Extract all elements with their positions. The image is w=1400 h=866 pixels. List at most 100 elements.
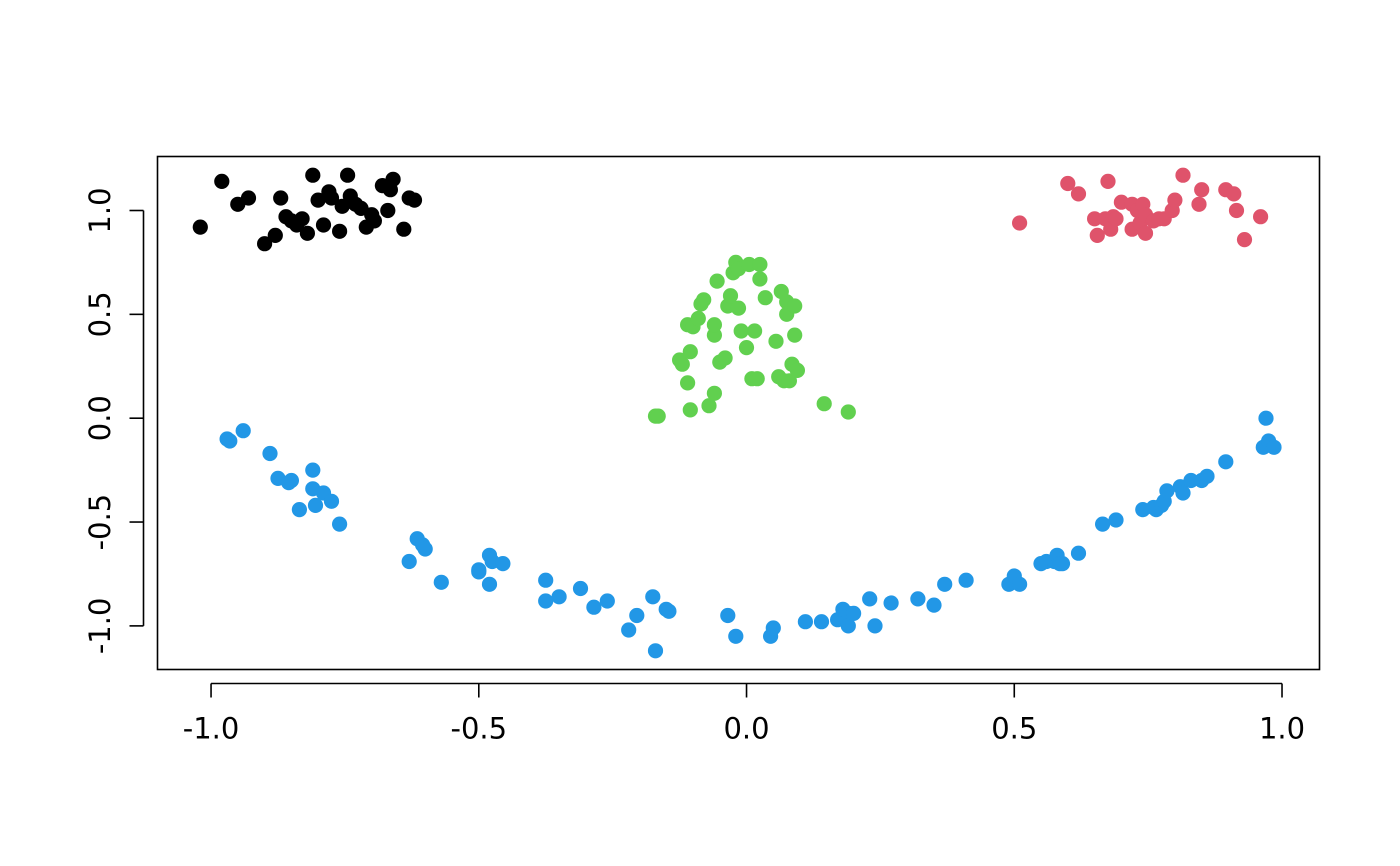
data-point <box>323 190 340 206</box>
data-point <box>1199 468 1215 484</box>
data-point <box>380 202 396 219</box>
x-tick-label: 0.5 <box>991 712 1037 746</box>
data-point <box>1194 182 1210 198</box>
data-point <box>1175 485 1191 501</box>
data-point <box>417 541 433 557</box>
data-point <box>396 221 412 237</box>
y-tick-label: 0.5 <box>83 291 117 337</box>
data-point <box>267 227 283 243</box>
data-point <box>733 323 749 339</box>
y-tick-label: 0.0 <box>83 395 117 441</box>
data-point <box>789 362 806 378</box>
data-point <box>706 327 723 343</box>
data-point <box>696 292 712 308</box>
data-point <box>481 576 498 592</box>
data-point <box>315 217 332 233</box>
data-point <box>682 402 698 418</box>
data-point <box>299 225 315 241</box>
data-point <box>340 167 356 183</box>
data-point <box>926 597 942 613</box>
data-point <box>1167 192 1183 208</box>
data-point <box>433 574 449 590</box>
data-point <box>741 256 757 273</box>
data-point <box>765 620 781 636</box>
data-point <box>1137 225 1154 241</box>
x-tick-label: 0.0 <box>723 712 769 746</box>
data-point <box>647 643 664 659</box>
x-axis: -1.0 -0.5 0.0 0.5 1.0 <box>183 682 1305 746</box>
data-point <box>240 190 257 206</box>
data-point <box>706 385 723 401</box>
data-point <box>1175 167 1191 183</box>
x-tick-label: -0.5 <box>450 712 507 746</box>
data-point <box>738 340 755 356</box>
data-point <box>682 344 698 360</box>
data-point <box>1087 211 1103 227</box>
data-point <box>787 327 803 343</box>
data-point <box>840 618 856 634</box>
data-point <box>1054 556 1071 572</box>
data-point <box>752 271 768 287</box>
data-point <box>1236 232 1253 248</box>
data-point <box>846 605 862 622</box>
data-point <box>406 192 423 208</box>
data-point <box>495 556 511 572</box>
data-point <box>867 618 883 634</box>
data-point <box>816 396 832 412</box>
data-point <box>471 564 487 580</box>
data-point <box>717 350 733 366</box>
data-point <box>401 553 417 570</box>
data-point <box>1108 512 1124 528</box>
data-point <box>273 190 289 206</box>
data-point <box>235 423 251 439</box>
data-point <box>728 628 744 644</box>
data-point <box>307 497 324 513</box>
data-point <box>572 580 589 597</box>
data-point <box>192 219 208 235</box>
data-point <box>599 593 615 609</box>
data-point <box>334 198 350 214</box>
data-point <box>958 572 974 588</box>
data-point <box>674 356 690 372</box>
data-point <box>797 614 814 630</box>
data-point <box>747 323 763 339</box>
data-point <box>283 472 299 489</box>
data-point <box>862 591 878 607</box>
data-point <box>813 614 830 630</box>
x-tick-label: -1.0 <box>183 712 240 746</box>
data-point <box>781 373 798 389</box>
data-point <box>1070 545 1087 561</box>
data-point <box>294 211 310 227</box>
data-point <box>1095 516 1111 532</box>
y-tick-label: -1.0 <box>83 598 117 655</box>
data-point <box>621 622 637 638</box>
data-point <box>332 516 348 532</box>
data-point <box>1266 439 1282 455</box>
data-point <box>551 589 567 605</box>
data-point <box>629 607 645 624</box>
data-point <box>366 213 382 229</box>
data-point <box>538 593 554 609</box>
data-point <box>586 599 602 615</box>
data-point <box>680 375 696 391</box>
data-point <box>910 591 926 607</box>
data-point <box>305 462 321 478</box>
data-point <box>645 589 661 605</box>
data-point <box>937 576 953 592</box>
y-tick-label: 1.0 <box>83 187 117 233</box>
data-point <box>1218 454 1234 470</box>
data-point <box>1070 186 1087 202</box>
data-point <box>305 167 321 183</box>
data-point <box>661 603 677 619</box>
data-point <box>752 256 768 273</box>
data-point <box>222 433 238 449</box>
data-point <box>1060 175 1076 192</box>
plot-frame <box>156 155 1321 671</box>
data-point <box>1258 410 1274 426</box>
y-axis: -1.0 -0.5 0.0 0.5 1.0 <box>83 187 145 655</box>
data-point <box>883 595 899 611</box>
data-point <box>291 502 307 518</box>
data-point <box>757 290 773 306</box>
data-points <box>192 167 1282 659</box>
